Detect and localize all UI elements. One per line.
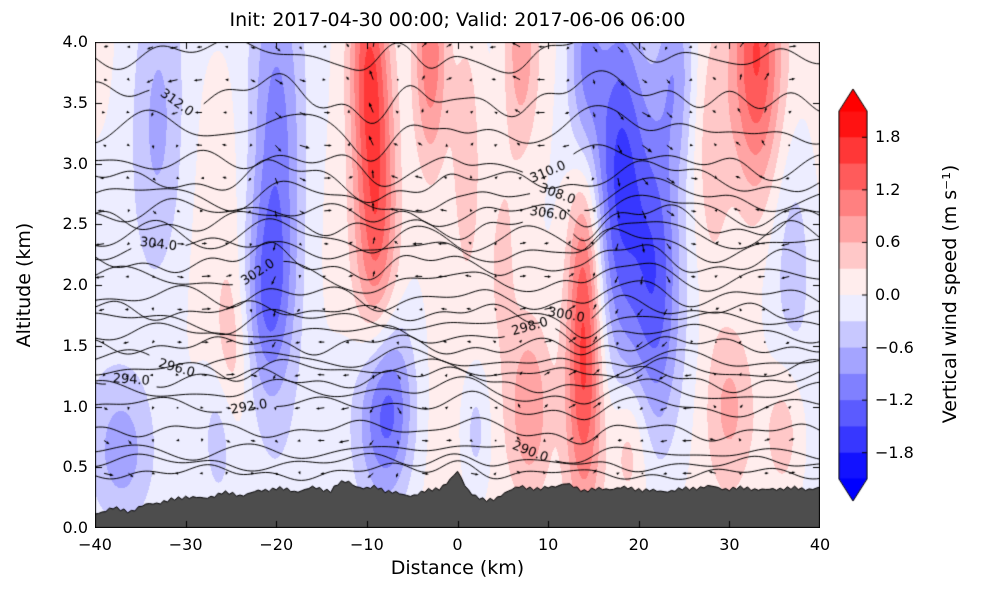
x-axis-label: Distance (km) xyxy=(390,557,525,579)
y-tick-label: 0.5 xyxy=(62,457,88,477)
colorbar-tick-label: 0.6 xyxy=(875,232,901,252)
y-tick-label: 1.0 xyxy=(62,396,88,416)
plot-title: Init: 2017-04-30 00:00; Valid: 2017-06-0… xyxy=(229,9,686,31)
colorbar-tick-label: −1.8 xyxy=(875,442,914,462)
colorbar-canvas xyxy=(838,88,868,502)
x-tick-label: −30 xyxy=(168,535,203,554)
colorbar-tick-label: 1.8 xyxy=(875,127,901,147)
y-tick-label: 2.0 xyxy=(62,275,88,294)
x-tick-label: −40 xyxy=(78,535,112,554)
y-tick-label: 4.0 xyxy=(62,32,88,51)
y-axis-label: Altitude (km) xyxy=(13,222,35,348)
plot-area-canvas xyxy=(95,42,820,528)
colorbar-tick-label: −1.2 xyxy=(875,390,914,410)
x-tick-label: 30 xyxy=(719,535,740,554)
x-tick-label: 10 xyxy=(537,535,559,554)
x-tick-label: 40 xyxy=(809,535,831,554)
y-tick-label: 3.5 xyxy=(62,92,88,112)
x-tick-label: 0 xyxy=(452,535,463,554)
y-tick-label: 0.0 xyxy=(62,518,88,537)
colorbar-label: Vertical wind speed (m s⁻¹) xyxy=(939,164,961,424)
y-tick-label: 2.5 xyxy=(62,214,88,234)
y-tick-label: 1.5 xyxy=(62,335,88,355)
colorbar-tick-label: 0.0 xyxy=(875,285,901,304)
x-tick-label: 20 xyxy=(628,535,649,554)
y-tick-label: 3.0 xyxy=(62,153,88,173)
colorbar-tick-label: −0.6 xyxy=(875,337,914,357)
x-tick-label: −20 xyxy=(259,535,294,554)
colorbar-tick-label: 1.2 xyxy=(875,179,901,199)
x-tick-label: −10 xyxy=(349,535,384,554)
